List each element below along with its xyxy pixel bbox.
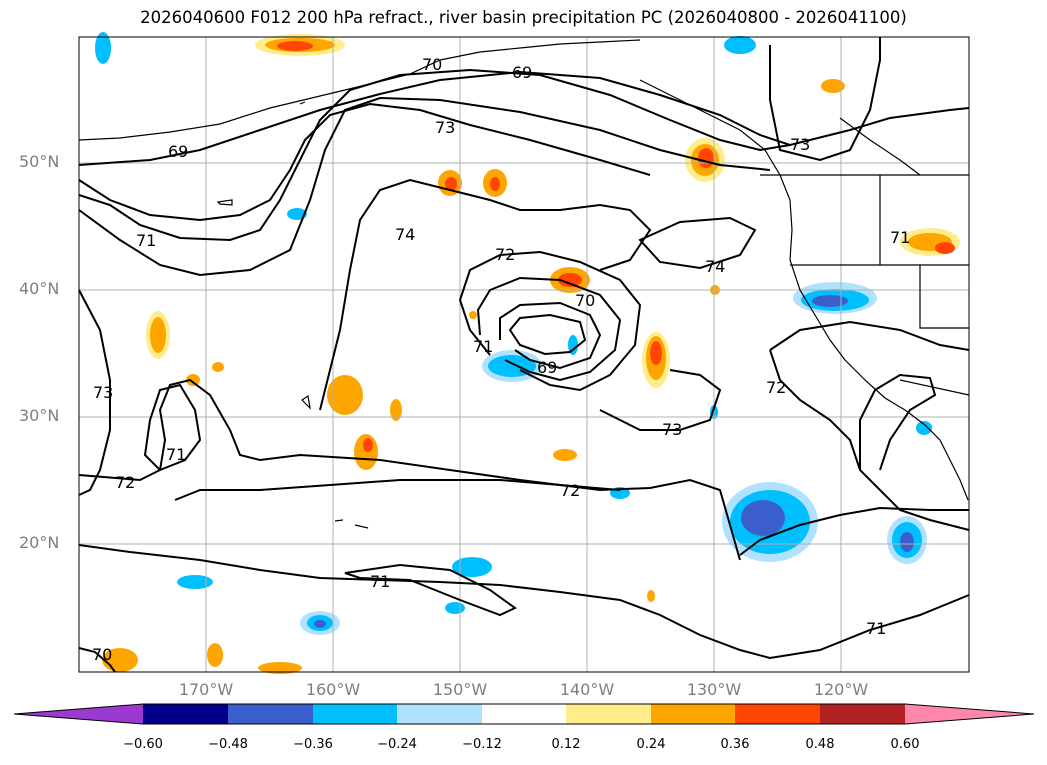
colorbar-bin <box>397 704 482 724</box>
contour-label: 70 <box>422 55 442 74</box>
colorbar-tick-label: −0.36 <box>293 737 333 752</box>
colorbar-tick-label: −0.48 <box>208 737 248 752</box>
contour-label: 69 <box>512 63 532 82</box>
colorbar-tick-label: 0.60 <box>890 737 920 752</box>
lat-tick-label: 30°N <box>19 406 60 425</box>
contour-label: 72 <box>766 378 786 397</box>
contour-label: 69 <box>168 142 188 161</box>
colorbar-bin <box>482 704 566 724</box>
contour-label: 71 <box>136 231 156 250</box>
colorbar-tick-label: −0.60 <box>123 737 163 752</box>
contour-label: 74 <box>705 257 725 276</box>
colorbar-tick-label: 0.24 <box>636 737 666 752</box>
contour-label: 70 <box>92 645 112 664</box>
lon-tick-label: 130°W <box>686 680 742 699</box>
lon-tick-label: 150°W <box>432 680 488 699</box>
lat-tick-label: 50°N <box>19 152 60 171</box>
contour-label: 73 <box>662 420 682 439</box>
colorbar-extend-high <box>905 704 1034 724</box>
contour-label: 73 <box>435 118 455 137</box>
lon-tick-label: 160°W <box>305 680 361 699</box>
lon-tick-label: 120°W <box>813 680 869 699</box>
colorbar-bin <box>228 704 313 724</box>
map-panel: 70 69 73 69 73 71 74 72 74 70 69 71 73 7… <box>78 32 970 674</box>
map-title: 2026040600 F012 200 hPa refract., river … <box>140 8 907 27</box>
colorbar <box>13 703 1035 725</box>
contour-label: 71 <box>473 337 493 356</box>
contour-label: 69 <box>537 358 557 377</box>
colorbar-bin <box>735 704 820 724</box>
colorbar-bin <box>820 704 905 724</box>
colorbar-tick-label: 0.48 <box>805 737 835 752</box>
colorbar-extend-low <box>14 704 143 724</box>
colorbar-tick-label: 0.12 <box>551 737 581 752</box>
colorbar-tick-label: −0.12 <box>462 737 502 752</box>
contour-label: 72 <box>495 245 515 264</box>
contour-label: 73 <box>790 135 810 154</box>
colorbar-bin <box>566 704 651 724</box>
colorbar-bin <box>143 704 228 724</box>
lon-tick-label: 170°W <box>178 680 234 699</box>
lat-tick-label: 20°N <box>19 533 60 552</box>
contour-label: 73 <box>93 383 113 402</box>
colorbar-bin <box>651 704 735 724</box>
colorbar-tick-label: −0.24 <box>377 737 417 752</box>
contour-label: 74 <box>395 225 415 244</box>
lon-tick-label: 140°W <box>559 680 615 699</box>
contour-label: 71 <box>890 228 910 247</box>
colorbar-outline <box>13 703 1035 725</box>
contour-label: 72 <box>115 473 135 492</box>
refractivity-contours <box>78 37 970 673</box>
contour-label: 71 <box>866 619 886 638</box>
lat-tick-label: 40°N <box>19 279 60 298</box>
colorbar-bin <box>313 704 397 724</box>
contour-label: 71 <box>370 572 390 591</box>
contour-label: 70 <box>575 291 595 310</box>
map-frame <box>78 36 970 673</box>
contour-label: 72 <box>560 481 580 500</box>
contour-label: 71 <box>166 445 186 464</box>
colorbar-tick-label: 0.36 <box>720 737 750 752</box>
contour-labels: 70 69 73 69 73 71 74 72 74 70 69 71 73 7… <box>92 55 910 664</box>
